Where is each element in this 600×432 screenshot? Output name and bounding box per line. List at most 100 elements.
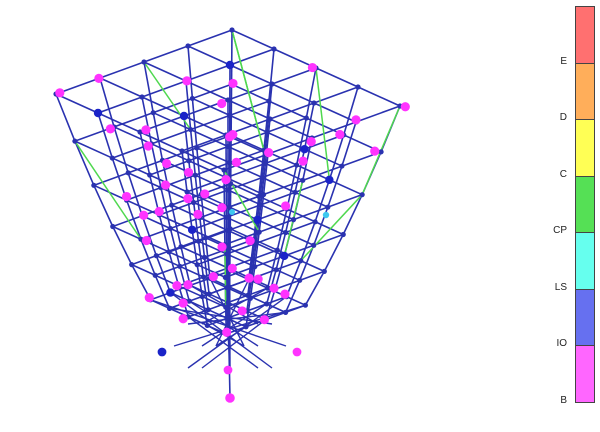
brace-members <box>74 29 401 308</box>
frame-node <box>166 249 172 255</box>
frame-node <box>225 143 231 150</box>
frame-node <box>226 245 232 251</box>
hinge-b <box>193 209 203 219</box>
column <box>155 255 172 293</box>
beam <box>313 86 359 104</box>
frame-node <box>129 262 135 268</box>
column <box>342 86 359 136</box>
frame-node <box>252 264 258 270</box>
beam <box>225 176 264 196</box>
hinge-io <box>179 111 189 121</box>
frame-node <box>302 302 308 308</box>
hinge-b <box>225 132 235 142</box>
frame-node <box>325 204 331 210</box>
beam <box>229 195 260 208</box>
beam <box>266 117 307 134</box>
beam <box>155 254 181 268</box>
hinge-b <box>269 283 279 293</box>
beam <box>187 45 231 66</box>
beam <box>193 189 229 204</box>
column <box>204 237 211 279</box>
hinge-io <box>225 60 235 70</box>
beam <box>229 48 275 66</box>
column <box>327 165 343 208</box>
frame-node <box>223 304 229 310</box>
frame-node <box>264 129 270 135</box>
hinge-state-legend: E D C CP LS IO B <box>553 6 597 406</box>
beam <box>266 303 286 314</box>
beam <box>275 259 302 271</box>
frame-node <box>109 155 115 161</box>
hinge-b <box>231 157 242 167</box>
beam <box>131 263 156 277</box>
frame-node <box>243 324 249 330</box>
column <box>93 184 114 227</box>
hinge-io <box>280 251 289 261</box>
frame-members <box>55 29 401 399</box>
column <box>263 101 270 151</box>
frame-node <box>186 158 192 164</box>
hinge-b <box>370 146 380 156</box>
beam <box>227 189 262 206</box>
hinge-b <box>143 141 153 151</box>
frame-node <box>283 309 289 315</box>
column <box>189 129 197 176</box>
beam <box>265 311 286 321</box>
frame-node <box>265 285 271 291</box>
column <box>154 274 171 309</box>
frame-node <box>321 268 327 274</box>
column <box>180 246 191 286</box>
frame-node <box>340 231 346 238</box>
frame-node <box>271 46 277 52</box>
beam <box>190 114 231 131</box>
beam <box>262 164 297 179</box>
frame-node <box>153 253 159 259</box>
beam <box>179 265 204 278</box>
hinge-b <box>264 148 274 158</box>
column <box>191 98 198 148</box>
column <box>300 221 316 261</box>
beam <box>141 80 187 98</box>
frame-node <box>167 225 173 232</box>
column <box>268 48 275 102</box>
brace <box>300 194 363 262</box>
legend-band-e <box>575 6 595 64</box>
hinge-b <box>217 98 227 109</box>
beam <box>276 249 302 262</box>
beam <box>261 176 296 194</box>
column <box>328 134 345 181</box>
beam <box>265 162 304 182</box>
frame-node <box>147 172 153 178</box>
frame-node <box>141 59 147 65</box>
structure-3d-view[interactable] <box>0 0 520 432</box>
beam <box>254 255 285 268</box>
column <box>201 287 268 325</box>
column <box>140 238 156 276</box>
column <box>276 208 288 251</box>
frame-node <box>253 240 259 246</box>
hinge-b <box>154 206 164 217</box>
beam <box>192 83 232 100</box>
hinge-b <box>141 235 152 246</box>
frame-node <box>221 167 227 173</box>
hinge-b <box>225 393 235 403</box>
hinge-b <box>280 289 290 299</box>
hinge-b <box>223 365 233 375</box>
column <box>303 102 315 150</box>
beam <box>183 115 227 136</box>
beam <box>226 204 262 219</box>
column <box>188 160 195 203</box>
hinge-b <box>227 263 237 273</box>
hinge-b <box>245 236 255 246</box>
beam <box>265 148 305 165</box>
frame-node <box>203 235 209 241</box>
column <box>188 300 259 347</box>
beam <box>186 176 227 193</box>
frame-node <box>223 214 230 220</box>
legend-band-c <box>575 119 595 177</box>
beam <box>285 231 315 246</box>
frame-node <box>125 170 131 176</box>
beam <box>196 253 227 266</box>
column <box>258 150 265 197</box>
column <box>285 260 302 297</box>
